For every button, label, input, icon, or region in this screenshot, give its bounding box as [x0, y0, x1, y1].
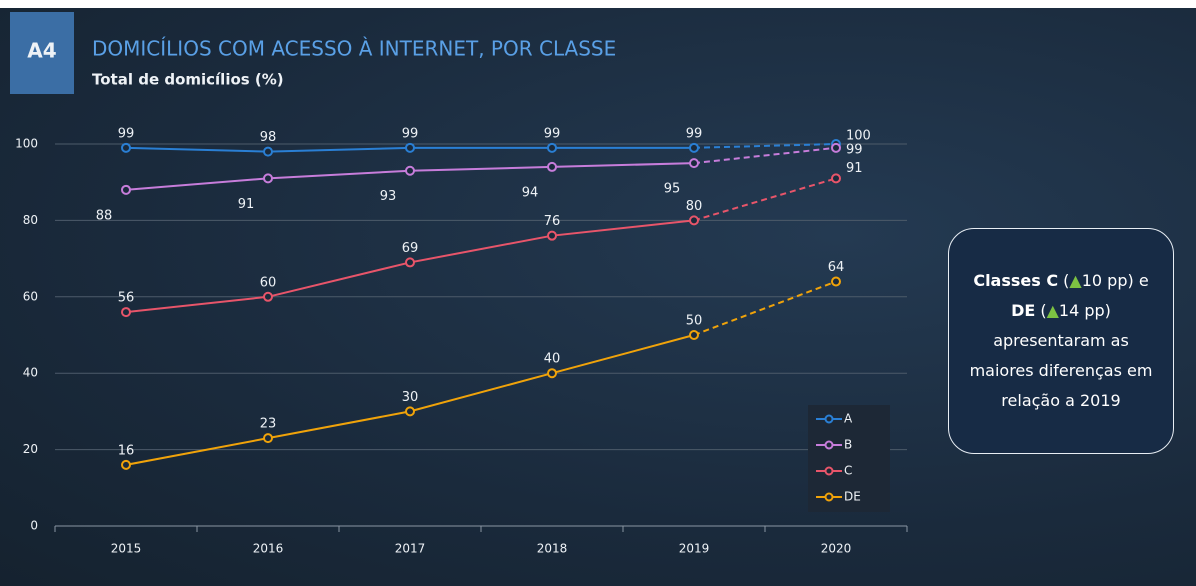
- legend-marker: [824, 414, 834, 424]
- legend-label: DE: [844, 490, 861, 504]
- data-label: 98: [260, 130, 277, 145]
- legend-label: B: [844, 438, 852, 452]
- data-label: 99: [686, 126, 703, 141]
- data-label: 93: [380, 189, 397, 204]
- y-tick-label: 100: [15, 137, 38, 151]
- data-label: 50: [686, 314, 703, 329]
- annotation-part: DE: [1011, 301, 1036, 320]
- annotation-part: 10 pp) e: [1081, 271, 1149, 290]
- data-label: 99: [544, 126, 561, 141]
- y-tick-label: 0: [30, 519, 38, 533]
- y-tick-label: 80: [23, 213, 38, 227]
- data-label: 64: [828, 260, 845, 275]
- x-tick-label: 2018: [537, 542, 568, 556]
- point: [689, 158, 699, 169]
- point: [405, 165, 415, 176]
- point: [121, 459, 131, 470]
- data-label: 91: [846, 161, 863, 176]
- chart-subtitle: Total de domicílios (%): [92, 71, 284, 89]
- data-label: 88: [96, 208, 113, 223]
- data-label: 99: [402, 126, 419, 141]
- top-strip: [0, 0, 1196, 8]
- point: [547, 368, 557, 379]
- series-line-projection: [693, 177, 837, 222]
- badge: A4: [27, 39, 56, 63]
- point: [689, 215, 699, 226]
- annotation: Classes C (▲10 pp) e DE (▲14 pp) apresen…: [948, 228, 1174, 454]
- annotation-part: ▲: [1069, 271, 1082, 290]
- point: [263, 433, 273, 444]
- y-tick-label: 20: [23, 442, 38, 456]
- point: [405, 142, 415, 153]
- annotation-part: 14 pp) apresentaram as maiores diferença…: [969, 301, 1153, 410]
- data-label: 95: [664, 182, 681, 197]
- x-tick-label: 2019: [679, 542, 710, 556]
- chart-title: DOMICÍLIOS COM ACESSO À INTERNET, POR CL…: [92, 37, 616, 61]
- data-label: 99: [118, 126, 135, 141]
- point: [547, 230, 557, 241]
- series-line-projection: [693, 280, 837, 336]
- point: [547, 161, 557, 172]
- point: [405, 406, 415, 417]
- legend-marker: [824, 440, 834, 450]
- point: [263, 173, 273, 184]
- annotation-part: (: [1058, 271, 1070, 290]
- x-tick-label: 2015: [111, 542, 142, 556]
- data-label: 60: [260, 275, 277, 290]
- data-label: 94: [522, 185, 539, 200]
- data-label: 56: [118, 291, 135, 306]
- point: [689, 330, 699, 340]
- point: [263, 146, 273, 157]
- y-tick-label: 60: [23, 289, 38, 303]
- point: [831, 173, 841, 184]
- legend-marker: [824, 466, 834, 476]
- data-label: 91: [238, 197, 255, 212]
- x-tick-label: 2020: [821, 542, 852, 556]
- point: [547, 142, 557, 153]
- point: [831, 276, 841, 287]
- point: [831, 142, 841, 153]
- badge-box: [10, 12, 74, 94]
- point: [121, 307, 131, 318]
- legend-marker: [824, 492, 834, 502]
- annotation-part: ▲: [1046, 301, 1059, 320]
- annotation-part: Classes C: [973, 271, 1059, 290]
- annotation-part: (: [1035, 301, 1047, 320]
- data-label: 16: [118, 443, 135, 458]
- data-label: 100: [846, 129, 871, 144]
- x-tick-label: 2016: [253, 542, 284, 556]
- data-label: 80: [686, 199, 703, 214]
- legend-label: A: [844, 412, 853, 426]
- annotation-text: Classes C (▲10 pp) e DE (▲14 pp) apresen…: [963, 266, 1159, 416]
- data-label: 76: [544, 214, 561, 229]
- x-tick-label: 2017: [395, 542, 426, 556]
- data-label: 30: [402, 390, 419, 405]
- data-label: 99: [846, 142, 863, 157]
- data-label: 23: [260, 417, 277, 432]
- y-tick-label: 40: [23, 366, 38, 380]
- point: [689, 142, 699, 153]
- data-label: 69: [402, 241, 419, 256]
- data-label: 40: [544, 352, 561, 367]
- legend-box: [808, 405, 890, 512]
- series-line-projection: [693, 146, 837, 165]
- series-line-projection: [693, 143, 837, 149]
- point: [121, 184, 131, 195]
- point: [121, 142, 131, 153]
- point: [263, 291, 273, 302]
- point: [405, 257, 415, 268]
- legend-label: C: [844, 464, 852, 478]
